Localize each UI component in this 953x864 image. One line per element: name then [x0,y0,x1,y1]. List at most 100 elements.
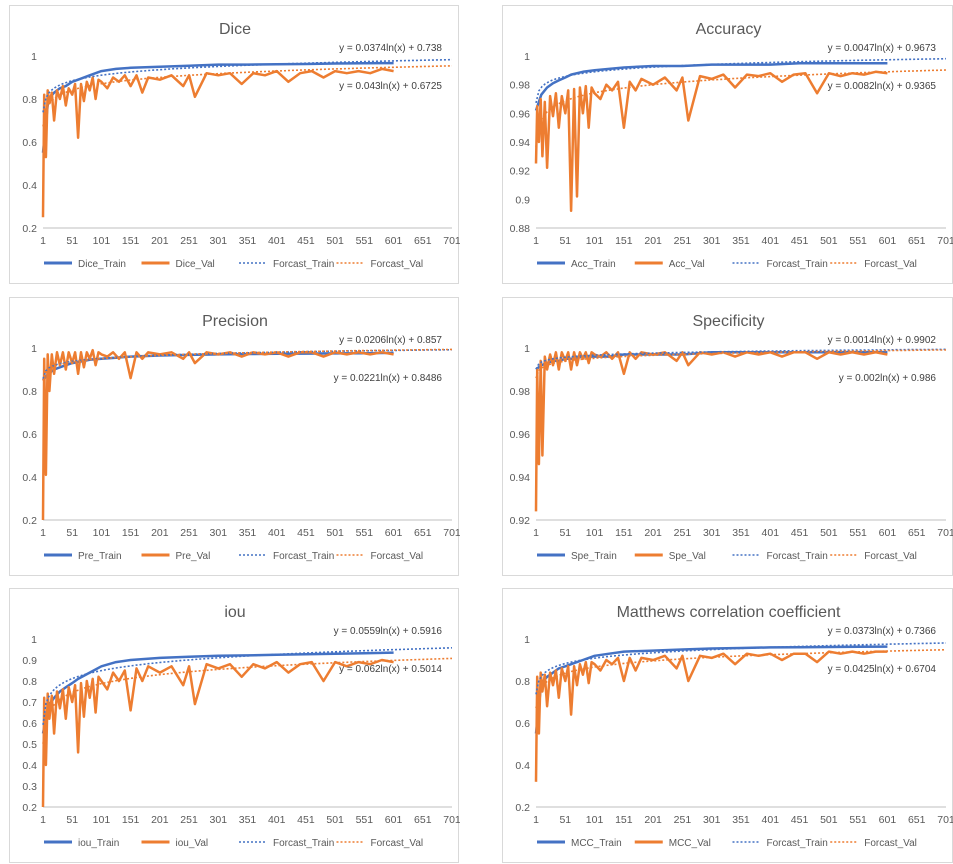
x-tick-label: 251 [180,814,198,826]
x-tick-label: 201 [644,814,662,826]
x-tick-label: 351 [239,527,257,539]
y-tick-label: 0.8 [22,386,37,398]
y-tick-label: 1 [524,343,530,355]
y-tick-label: 0.8 [515,676,530,688]
x-tick-label: 1 [40,527,46,539]
forecast-val-line [42,348,453,381]
chart-panel-iou: iou 0.2 0.3 0.4 0.5 0.6 0.7 0.8 0.9 1 1 51 101 151 201… [9,588,460,863]
chart-title: Precision [202,313,268,330]
y-tick-label: 0.3 [22,781,37,793]
train-series-line [41,61,394,153]
val-trend-equation: y = 0.002ln(x) + 0.986 [839,373,937,384]
x-tick-label: 501 [820,814,838,826]
chart-title: Accuracy [696,21,762,38]
x-tick-label: 601 [385,814,403,826]
x-tick-label: 451 [297,235,315,247]
y-tick-label: 0.4 [22,760,37,772]
legend-label: Forcast_Val [864,259,917,270]
x-tick-label: 51 [559,814,571,826]
y-tick-label: 0.2 [515,802,530,814]
y-tick-label: 0.8 [22,94,37,106]
x-tick-label: 501 [326,235,344,247]
x-tick-label: 101 [93,814,111,826]
y-tick-label: 0.6 [22,718,37,730]
chart-title: Specificity [692,313,764,330]
x-tick-label: 51 [559,235,571,247]
chart-panel-accuracy: Accuracy 0.88 0.9 0.92 0.94 0.96 0.98 1 1 51 101 15… [502,5,953,284]
legend-label: Dice_Val [176,259,215,270]
x-tick-label: 301 [210,527,228,539]
chart-title: iou [224,604,245,621]
x-tick-label: 651 [908,814,926,826]
x-tick-label: 351 [239,235,257,247]
x-tick-label: 1 [533,527,539,539]
x-tick-label: 601 [879,527,897,539]
x-tick-label: 101 [586,814,604,826]
chart-panel-dice: Dice 0.2 0.4 0.6 0.8 1 1 51 101 151 201 251 301 351 40… [9,5,460,284]
x-tick-label: 51 [66,527,78,539]
legend-label: Forcast_Train [767,259,828,270]
y-tick-label: 1 [31,343,37,355]
forecast-val-line [535,349,947,379]
y-tick-label: 1 [524,51,530,63]
x-tick-label: 451 [791,527,809,539]
x-tick-label: 151 [615,814,633,826]
x-tick-label: 1 [533,814,539,826]
y-tick-label: 1 [31,51,37,63]
x-tick-label: 551 [849,235,867,247]
val-series-line [41,67,394,218]
legend-label: Pre_Val [176,551,211,562]
x-tick-label: 501 [820,235,838,247]
x-tick-label: 251 [674,814,692,826]
x-tick-label: 351 [732,235,750,247]
y-tick-label: 0.2 [22,515,37,527]
legend-label: Spe_Val [669,551,706,562]
x-tick-label: 151 [122,235,140,247]
legend-label: Forcast_Train [273,838,334,849]
train-series-line [534,61,888,111]
y-tick-label: 0.6 [22,429,37,441]
x-tick-label: 551 [356,527,374,539]
x-tick-label: 501 [326,527,344,539]
x-tick-label: 301 [703,235,721,247]
train-trend-equation: y = 0.0206ln(x) + 0.857 [339,335,442,346]
y-tick-label: 0.7 [22,697,37,709]
x-tick-label: 401 [762,235,780,247]
legend-label: Forcast_Val [864,838,917,849]
x-tick-label: 651 [414,527,432,539]
legend-label: Forcast_Val [371,551,424,562]
x-tick-label: 251 [180,235,198,247]
legend-label: MCC_Train [571,838,622,849]
forecast-train-line [42,647,453,725]
x-tick-label: 301 [703,814,721,826]
x-tick-label: 701 [937,814,953,826]
x-tick-label: 551 [356,235,374,247]
x-tick-label: 401 [268,235,286,247]
x-tick-label: 1 [533,235,539,247]
x-tick-label: 251 [674,235,692,247]
x-tick-label: 651 [908,527,926,539]
val-trend-equation: y = 0.043ln(x) + 0.6725 [339,81,442,92]
y-tick-label: 0.92 [510,166,531,178]
val-series-line [41,348,394,521]
legend-label: MCC_Val [669,838,711,849]
x-tick-label: 551 [849,814,867,826]
x-tick-label: 151 [615,527,633,539]
x-tick-label: 101 [93,235,111,247]
legend-label: Forcast_Val [371,838,424,849]
x-tick-label: 51 [66,235,78,247]
legend-label: Acc_Val [669,259,705,270]
y-tick-label: 1 [31,634,37,646]
x-tick-label: 301 [703,527,721,539]
val-series-line [41,658,394,808]
x-tick-label: 701 [443,527,460,539]
chart-svg: Matthews correlation coefficient 0.2 0.4 0.… [515,604,953,849]
forecast-val-line [42,65,453,127]
train-series-line [41,651,394,734]
legend-label: Forcast_Train [767,551,828,562]
x-tick-label: 201 [151,235,169,247]
